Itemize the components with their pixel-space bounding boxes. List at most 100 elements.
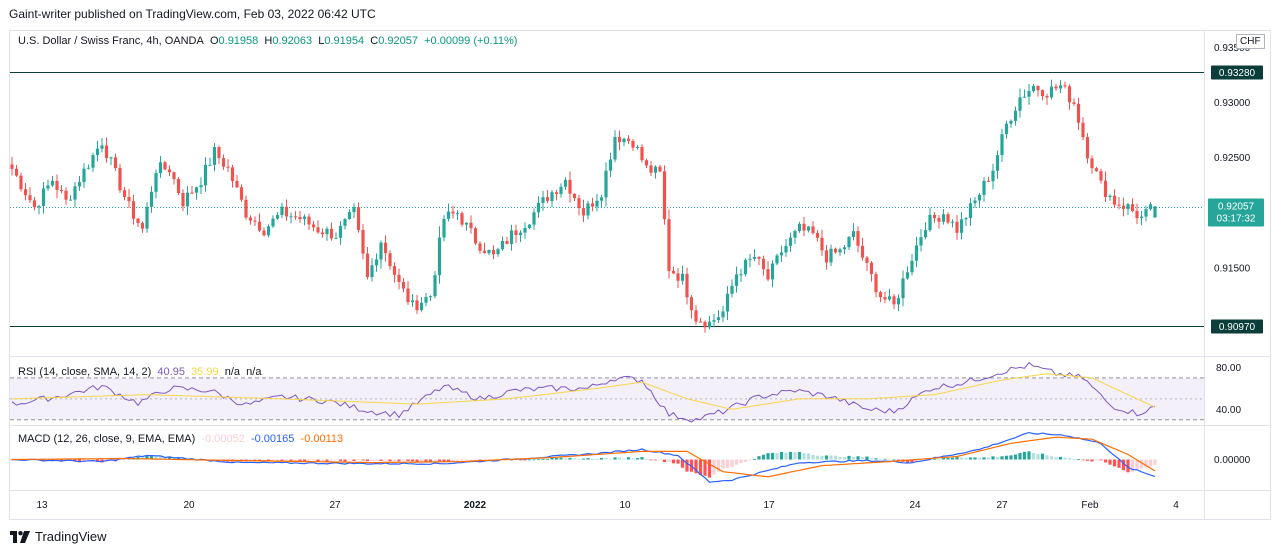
macd-histogram-bar [451,459,455,462]
candle-body [14,168,19,176]
candle-body [127,196,131,202]
macd-histogram-bar [1081,459,1085,461]
candle-body [266,226,271,236]
macd-histogram-bar [892,459,896,461]
candle-body [973,200,977,204]
candle-body [212,147,217,165]
candle-body [698,321,703,323]
candle-body [1112,195,1117,205]
change-value: +0.00099 (+0.11%) [424,35,518,47]
candle-body [955,221,959,233]
macd-histogram-bar [320,459,325,462]
macd-histogram-bar [289,459,293,462]
candle-body [59,189,64,191]
macd-histogram-bar [847,455,851,460]
macd-histogram-bar [347,459,352,461]
time-tick-7: 27 [996,500,1008,511]
candle-body [478,243,482,251]
macd-histogram-bar [280,459,284,461]
macd-histogram-bar [455,459,460,461]
macd-histogram-bar [788,451,793,460]
macd-histogram-bar [730,459,734,468]
candle-body [950,221,955,223]
macd-histogram-bar [343,459,347,462]
candle-body [356,207,361,231]
candle-body [361,230,365,254]
candle-body [424,297,428,303]
candle-body [473,228,478,244]
tradingview-brand[interactable]: TradingView [10,529,107,544]
candle-body [95,148,100,156]
macd-histogram-bar [946,458,950,460]
candle-body [865,257,869,263]
candle-body [271,218,275,227]
candle-body [581,208,586,216]
candle-body [73,186,77,200]
chart-frame [9,30,1271,520]
candle-body [167,169,172,173]
candle-body [1036,85,1040,91]
macd-histogram-bar [541,459,545,460]
macd-histogram-bar [644,458,649,460]
macd-histogram-bar [599,457,604,460]
candle-body [316,227,320,233]
rsi-line [11,361,1156,423]
level-tag-bg-1 [1211,319,1263,334]
candle-body [1081,122,1085,138]
time-tick-5: 17 [763,500,775,511]
candle-body [203,164,208,186]
macd-histogram-bar [694,459,698,474]
macd-histogram-bar [1094,459,1099,461]
price-tick-0: 0.93500 [1214,43,1251,54]
macd-histogram-bar [158,456,163,460]
candle-body [946,214,950,223]
candle-body [248,217,253,221]
macd-histogram-bar [1031,452,1036,460]
candle-body [752,256,757,259]
candle-body [824,250,829,263]
candle-body [622,138,626,143]
macd-histogram-bar [559,457,563,460]
macd-histogram-bar [725,459,730,468]
candle-body [802,223,806,231]
candle-body [91,155,95,168]
candle-body [775,255,779,264]
candle-body [1085,137,1090,159]
macd-histogram-bar [298,459,302,462]
price-tick-1: 0.93000 [1214,98,1251,109]
close-label: C [370,35,379,47]
candle-body [982,180,986,195]
candle-body [568,179,572,194]
macd-histogram-bar [136,456,140,460]
currency-badge[interactable]: CHF [1236,34,1265,49]
macd-histogram-bar [617,457,622,460]
candle-body [442,218,446,238]
candle-body [721,311,725,318]
candle-body [986,180,991,182]
candle-body [1049,86,1054,98]
macd-histogram-bar [1058,456,1063,460]
time-tick-6: 24 [909,500,921,511]
candle-body [118,168,122,191]
candle-body [226,166,230,168]
macd-histogram-bar [671,459,676,464]
macd-histogram-bar [734,459,739,465]
candle-body [392,266,397,275]
candle-body [910,260,914,273]
macd-histogram-bar [401,459,406,461]
macd-histogram-bar [680,459,685,468]
candle-body [19,175,23,190]
macd-histogram-bar [361,459,365,461]
macd-histogram-bar [536,459,541,461]
candle-body [496,249,500,255]
macd-histogram-bar [595,459,599,460]
candle-body [770,263,775,280]
candle-body [1067,86,1072,103]
candle-body [505,240,509,244]
macd-histogram-bar [554,457,559,460]
candle-body [370,265,374,278]
macd-histogram-bar [640,457,644,460]
candle-body [1009,120,1013,124]
macd-histogram-bar [761,454,766,460]
